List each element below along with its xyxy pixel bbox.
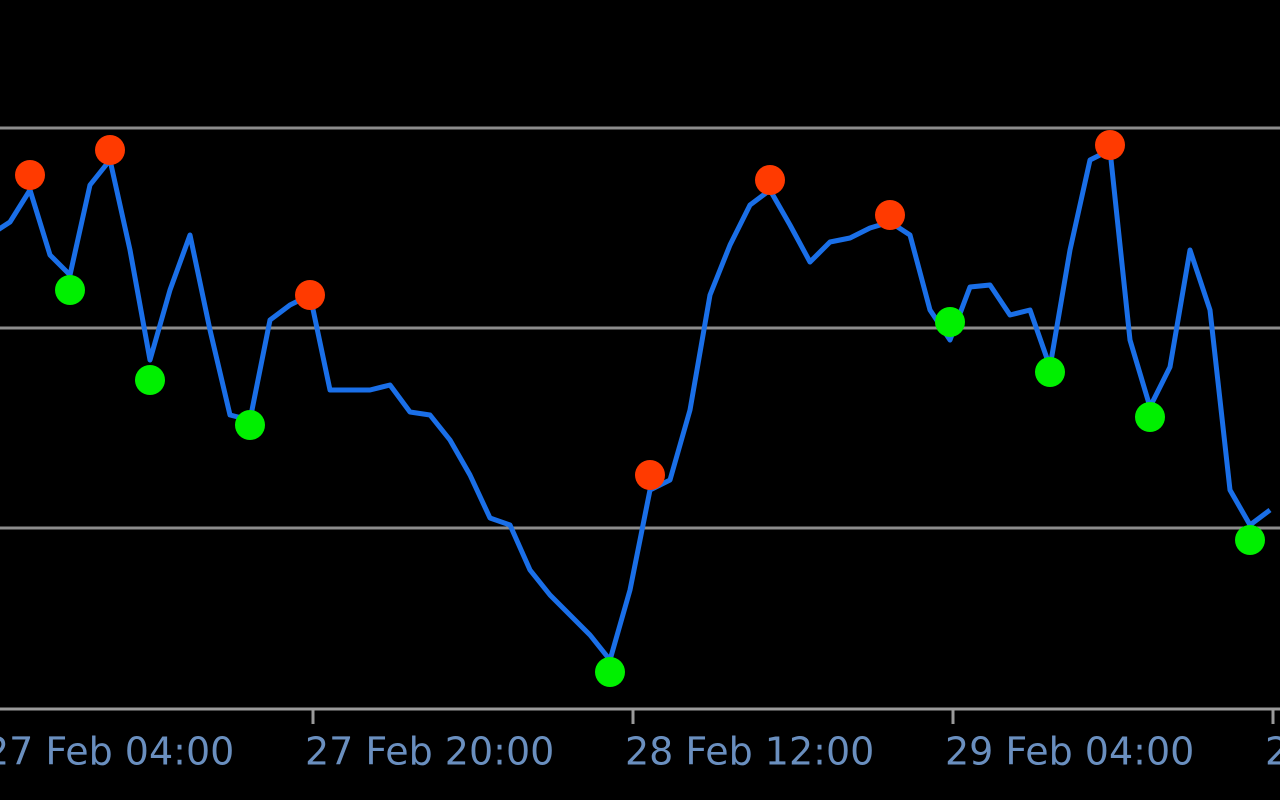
- marker-dot: [295, 280, 325, 310]
- x-tick-label: 27 Feb 04:00: [0, 730, 234, 774]
- marker-dot: [875, 200, 905, 230]
- marker-dot: [15, 160, 45, 190]
- marker-dot: [1235, 525, 1265, 555]
- marker-dot: [95, 135, 125, 165]
- marker-dot: [1035, 357, 1065, 387]
- marker-dot: [935, 307, 965, 337]
- x-tick-label: 27 Feb 20:00: [305, 730, 554, 774]
- marker-dot: [755, 165, 785, 195]
- marker-dot: [55, 275, 85, 305]
- x-tick-label: 29 Feb 04:00: [945, 730, 1194, 774]
- marker-dot: [635, 460, 665, 490]
- marker-dot: [1095, 130, 1125, 160]
- x-tick-label: 29 Feb 20:00: [1265, 730, 1280, 774]
- marker-dot: [135, 365, 165, 395]
- x-tick-label: 28 Feb 12:00: [625, 730, 874, 774]
- line-series: [0, 147, 1272, 663]
- marker-dot: [235, 410, 265, 440]
- marker-dot: [1135, 402, 1165, 432]
- marker-dot: [595, 657, 625, 687]
